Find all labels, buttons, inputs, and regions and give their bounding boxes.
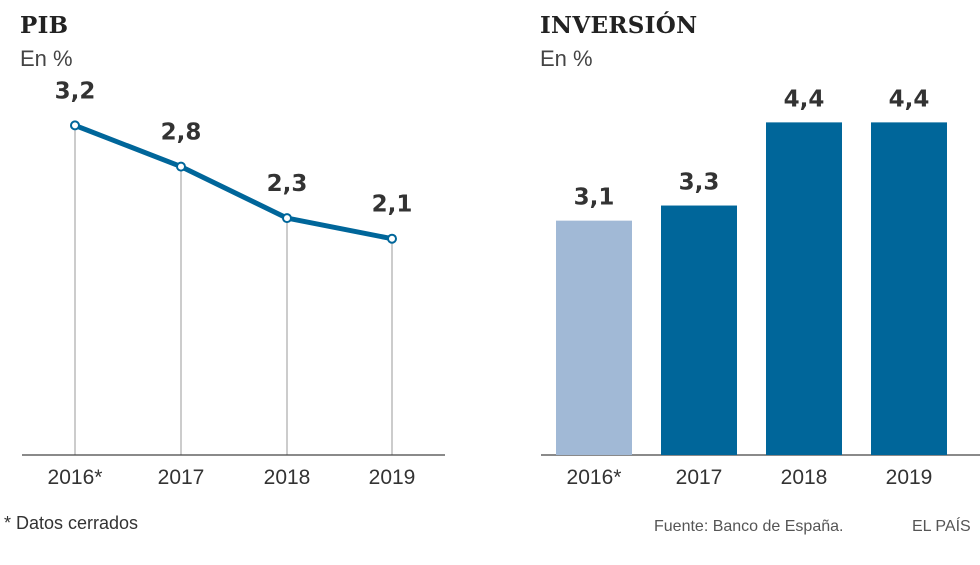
pib-value-label: 3,2 — [55, 78, 96, 104]
footnote: * Datos cerrados — [4, 513, 139, 533]
inversion-chart-title: INVERSIÓN — [540, 12, 698, 39]
inversion-bar — [556, 220, 632, 455]
pib-point — [387, 233, 397, 244]
inversion-bar — [871, 122, 947, 455]
inversion-value-label: 3,1 — [574, 185, 615, 211]
inversion-x-tick-label: 2016* — [567, 466, 622, 489]
inversion-bar — [661, 205, 737, 455]
pib-value-label: 2,1 — [372, 192, 413, 218]
pib-point — [70, 120, 80, 131]
inversion-value-label: 4,4 — [889, 86, 930, 112]
pib-series-line — [72, 122, 395, 242]
pib-x-tick-label: 2018 — [264, 466, 311, 489]
inversion-bar — [766, 122, 842, 455]
brand-credit: EL PAÍS — [912, 518, 971, 535]
source-credit: Fuente: Banco de España. — [654, 518, 844, 535]
inversion-chart-subtitle: En % — [540, 46, 593, 71]
inversion-value-label: 4,4 — [784, 86, 825, 112]
pib-chart-subtitle: En % — [20, 46, 73, 71]
pib-point — [282, 213, 292, 224]
pib-x-tick-label: 2016* — [48, 466, 103, 489]
pib-value-label: 2,8 — [161, 120, 202, 146]
pib-chart-title: PIB — [20, 12, 69, 39]
pib-x-tick-label: 2019 — [369, 466, 416, 489]
pib-value-label: 2,3 — [267, 171, 308, 197]
pib-point — [176, 161, 186, 172]
inversion-value-label: 3,3 — [679, 170, 720, 196]
inversion-x-tick-label: 2019 — [886, 466, 933, 489]
inversion-x-tick-label: 2017 — [676, 466, 723, 489]
pib-x-tick-label: 2017 — [158, 466, 205, 489]
inversion-x-tick-label: 2018 — [781, 466, 828, 489]
